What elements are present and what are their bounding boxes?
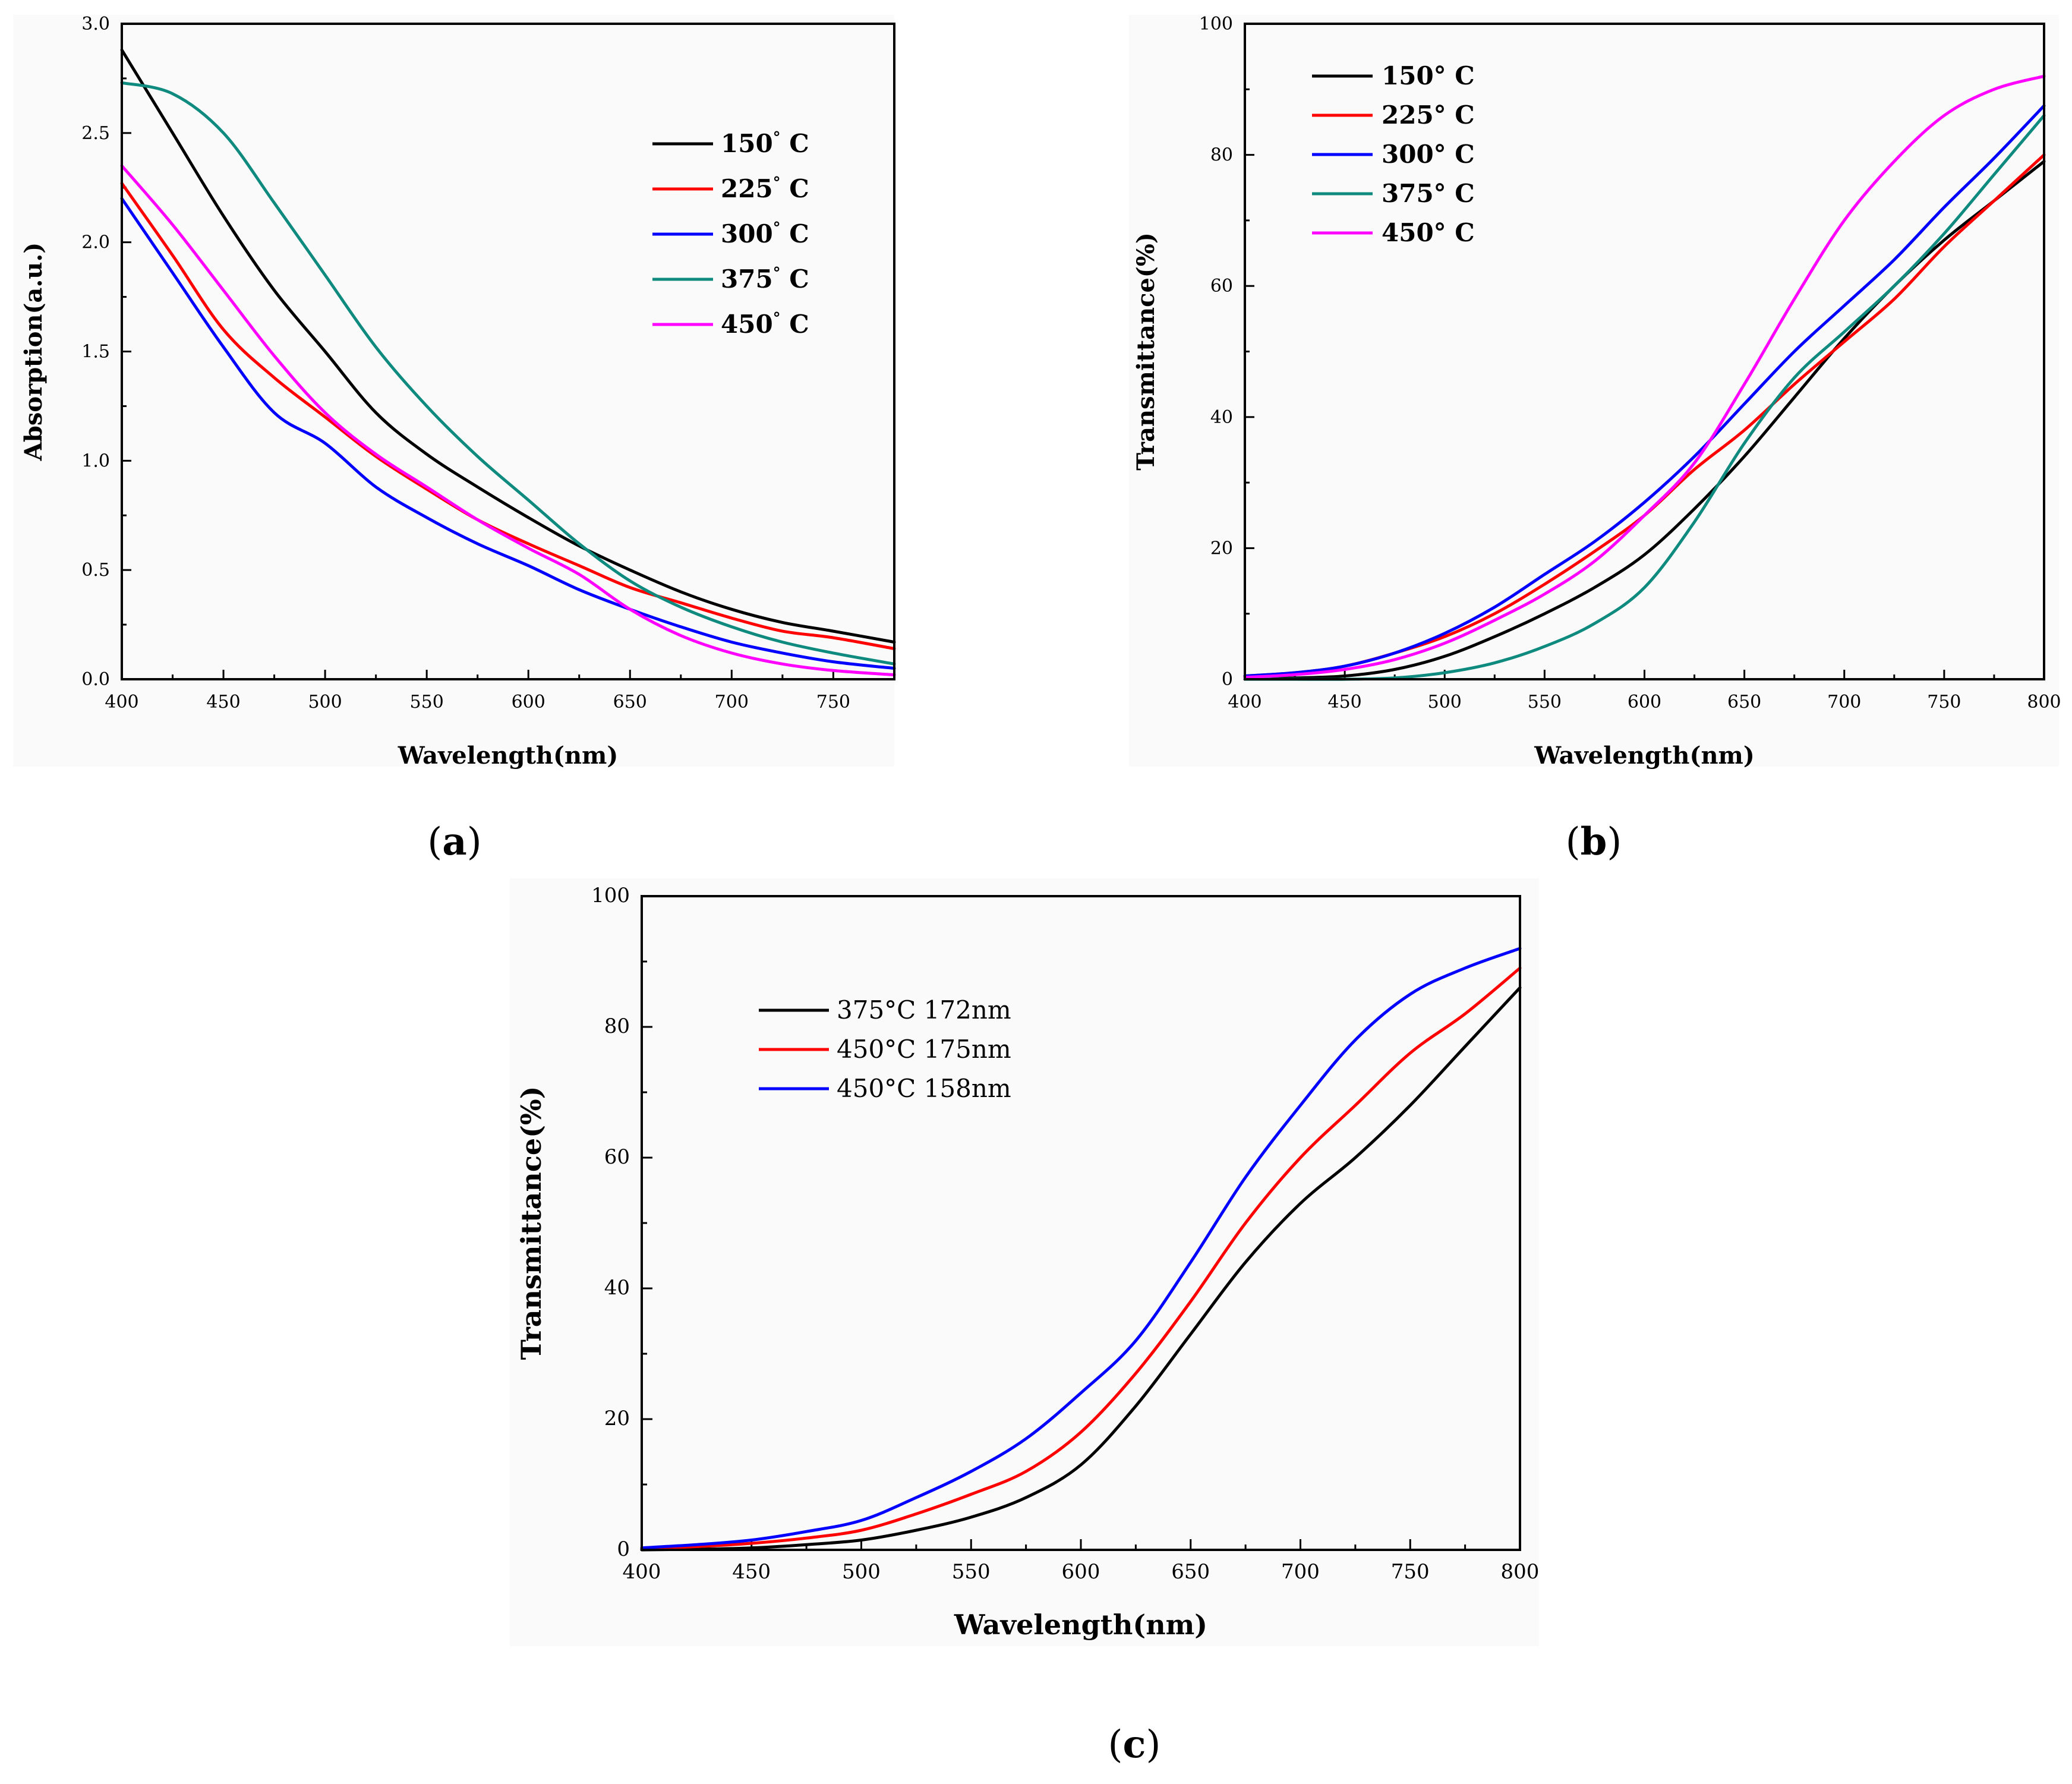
- plot-background: [1129, 15, 2059, 767]
- panel-b-chart: 400 450 500 550 600 650 700 750 800 0 20 40 60 80 100 W…: [1129, 14, 2061, 770]
- caption-b: (b): [1566, 819, 1622, 864]
- y-axis-title: Absorption(a.u.): [20, 242, 48, 461]
- legend-label: 450°C 175nm: [837, 1035, 1011, 1064]
- x-tick-label: 700: [1827, 692, 1861, 713]
- legend-label: 450° C: [721, 310, 809, 339]
- y-tick-label: 2.5: [81, 123, 110, 144]
- y-tick-label: 100: [591, 884, 630, 907]
- series-line-4: [120, 81, 896, 666]
- x-tick-label: 800: [2027, 692, 2061, 713]
- y-axis-title: Transmittance(%): [1132, 232, 1160, 471]
- series-line-1: [120, 48, 896, 644]
- x-tick-label: 650: [613, 692, 647, 713]
- legend-label: 450° C: [1382, 218, 1475, 247]
- caption-a: (a): [427, 819, 481, 864]
- legend-label: 150° C: [1382, 61, 1475, 90]
- plot-background: [13, 15, 894, 767]
- series-line-2: [640, 966, 1522, 1550]
- legend-label: 375° C: [1382, 179, 1475, 208]
- panel-c-chart: 400 450 500 550 600 650 700 750 800 0 20 40 60 80 100 W…: [510, 878, 1539, 1646]
- y-tick-label: 0: [1222, 669, 1233, 690]
- series-line-3: [640, 947, 1522, 1550]
- y-tick-label: 0.0: [81, 669, 110, 690]
- x-tick-label: 750: [1391, 1560, 1430, 1584]
- legend-label: 225° C: [721, 174, 809, 203]
- y-tick-label: 0.5: [81, 560, 110, 581]
- legend-label: 150° C: [721, 129, 809, 158]
- x-tick-label: 800: [1501, 1560, 1540, 1584]
- series-line-5: [1243, 74, 2046, 679]
- x-axis-title: Wavelength(nm): [1534, 742, 1755, 770]
- y-tick-label: 0: [617, 1537, 630, 1561]
- x-tick-label: 700: [1281, 1560, 1320, 1584]
- plot-frame: [121, 23, 895, 680]
- y-tick-label: 3.0: [81, 14, 110, 34]
- x-tick-label: 500: [308, 692, 342, 713]
- y-tick-label: 60: [604, 1145, 630, 1169]
- caption-c: (c): [1108, 1722, 1161, 1767]
- x-tick-label: 700: [715, 692, 749, 713]
- x-tick-label: 550: [1528, 692, 1562, 713]
- series-line-4: [1243, 114, 2046, 681]
- x-tick-label: 450: [732, 1560, 771, 1584]
- x-tick-label: 400: [623, 1560, 661, 1584]
- x-tick-label: 500: [842, 1560, 881, 1584]
- x-tick-label: 450: [1327, 692, 1361, 713]
- y-tick-label: 20: [1210, 538, 1233, 559]
- series-line-3: [1243, 104, 2046, 677]
- y-tick-label: 2.0: [81, 232, 110, 253]
- series-line-3: [120, 197, 896, 670]
- x-tick-label: 500: [1428, 692, 1462, 713]
- x-tick-label: 750: [816, 692, 850, 713]
- plot-background: [510, 878, 1539, 1646]
- legend-label: 300° C: [721, 219, 809, 248]
- x-tick-label: 400: [105, 692, 138, 713]
- plot-frame: [641, 895, 1521, 1551]
- x-tick-label: 750: [1927, 692, 1961, 713]
- x-tick-label: 550: [952, 1560, 991, 1584]
- y-tick-label: 80: [1210, 145, 1233, 166]
- y-tick-label: 100: [1199, 14, 1233, 34]
- y-tick-label: 80: [604, 1014, 630, 1038]
- y-tick-label: 1.0: [81, 450, 110, 471]
- y-tick-label: 60: [1210, 276, 1233, 297]
- legend-label: 450°C 158nm: [837, 1074, 1011, 1103]
- y-tick-label: 40: [1210, 407, 1233, 428]
- x-tick-label: 600: [1062, 1560, 1100, 1584]
- x-tick-label: 400: [1228, 692, 1262, 713]
- y-axis-title: Transmittance(%): [515, 1086, 547, 1360]
- x-tick-label: 450: [206, 692, 240, 713]
- x-axis-title: Wavelength(nm): [954, 1609, 1207, 1641]
- x-tick-label: 650: [1727, 692, 1761, 713]
- legend-label: 375°C 172nm: [837, 995, 1011, 1025]
- y-tick-label: 1.5: [81, 342, 110, 363]
- legend-label: 300° C: [1382, 140, 1475, 169]
- y-tick-label: 40: [604, 1276, 630, 1300]
- panel-a-chart: 400 450 500 550 600 650 700 750 0.0 0.5 1.0 1.5 2.0 2…: [13, 14, 896, 770]
- legend-label: 225° C: [1382, 100, 1475, 130]
- x-tick-label: 600: [512, 692, 545, 713]
- x-tick-label: 650: [1171, 1560, 1210, 1584]
- x-axis-title: Wavelength(nm): [398, 742, 619, 770]
- legend-label: 375° C: [721, 264, 809, 294]
- plot-frame: [1244, 23, 2045, 680]
- x-tick-label: 600: [1628, 692, 1661, 713]
- series-line-5: [120, 164, 896, 677]
- x-tick-label: 550: [410, 692, 444, 713]
- series-line-1: [640, 986, 1522, 1552]
- y-tick-label: 20: [604, 1407, 630, 1430]
